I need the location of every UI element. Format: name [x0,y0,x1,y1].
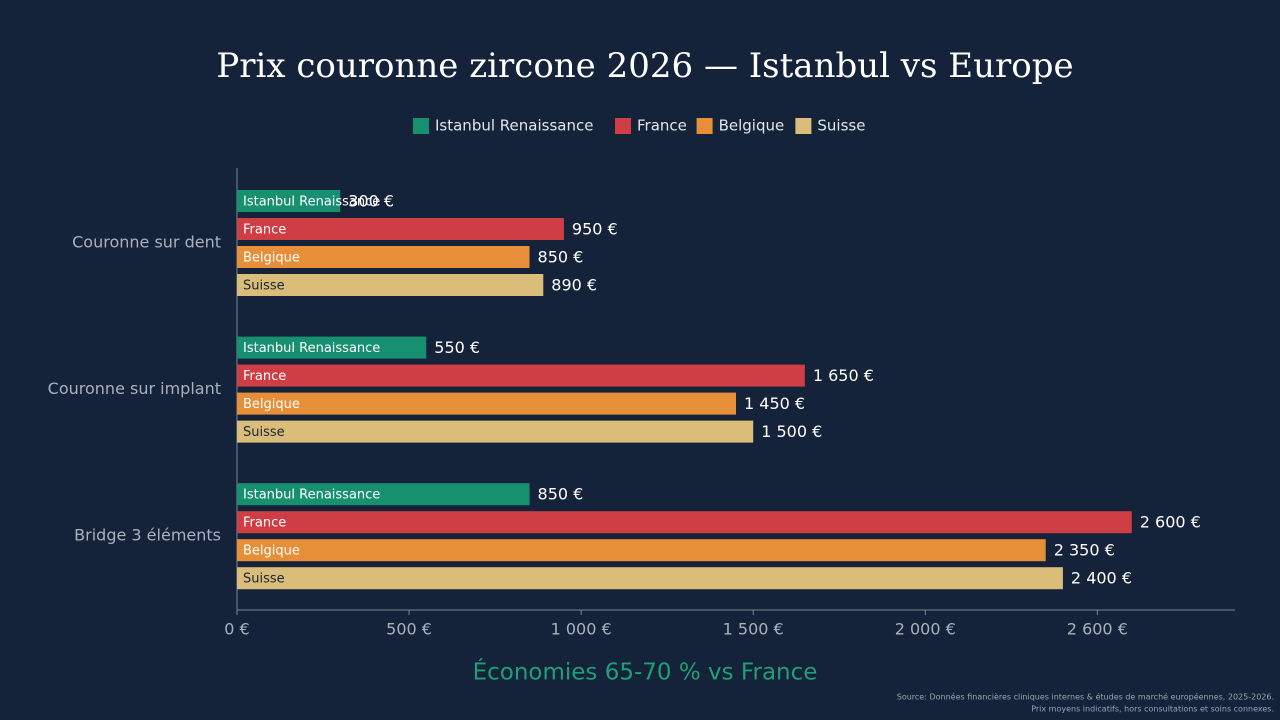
bar-series-label: Istanbul Renaissance [243,195,380,210]
bar [237,483,530,506]
bar-series-label: Belgique [243,251,300,266]
bar [237,511,1132,534]
value-label: 850 € [538,485,584,504]
bar [237,539,1046,562]
bar-series-label: Suisse [243,279,285,294]
category-label: Bridge 3 éléments [74,526,221,545]
bar [237,190,341,212]
source: Prix moyens indicatifs, hors consultatio… [1031,705,1274,714]
legend-label: France [637,117,687,135]
x-tick-label: 1 500 € [723,620,784,639]
bar [237,246,530,268]
category-label: Couronne sur dent [72,233,221,252]
bar [237,274,544,296]
bar [237,364,805,387]
bar-series-label: France [243,516,286,531]
value-label: 550 € [434,338,480,357]
bar [237,567,1063,590]
x-tick-label: 2 600 € [1067,620,1128,639]
bar-series-label: France [243,223,286,238]
bar [237,218,564,240]
x-tick-label: 0 € [224,620,249,639]
bar-series-label: Belgique [243,397,300,412]
bar [237,420,754,443]
value-label: 2 350 € [1054,541,1115,560]
legend-swatch [615,118,631,134]
x-tick-label: 2 000 € [895,620,956,639]
bar-series-label: France [243,369,286,384]
bar [237,336,427,359]
bar-series-label: Belgique [243,544,300,559]
value-label: 1 650 € [813,366,874,385]
legend-swatch [795,118,812,134]
x-tick-label: 1 000 € [551,620,612,639]
annotation: Économies 65-70 % vs France [473,658,818,686]
bar-series-label: Suisse [243,425,285,440]
bar [237,392,736,415]
value-label: 2 400 € [1071,569,1132,588]
value-label: 890 € [551,276,597,295]
legend-label: Belgique [719,117,785,135]
bar-series-label: Suisse [243,572,285,587]
value-label: 1 500 € [761,422,822,441]
value-label: 1 450 € [744,394,805,413]
value-label: 950 € [572,220,618,239]
legend-swatch [696,118,713,134]
bar-series-label: Istanbul Renaissance [243,488,380,503]
value-label: 300 € [348,192,394,211]
bar-series-label: Istanbul Renaissance [243,341,380,356]
legend-label: Istanbul Renaissance [435,117,593,135]
legend-label: Suisse [817,117,865,135]
x-tick-label: 500 € [386,620,432,639]
category-label: Couronne sur implant [48,379,221,398]
legend-swatch [413,118,429,134]
source: Source: Données financières cliniques in… [897,692,1274,702]
chart-title: Prix couronne zircone 2026 — Istanbul vs… [216,46,1073,86]
value-label: 850 € [538,248,584,267]
value-label: 2 600 € [1140,513,1201,532]
